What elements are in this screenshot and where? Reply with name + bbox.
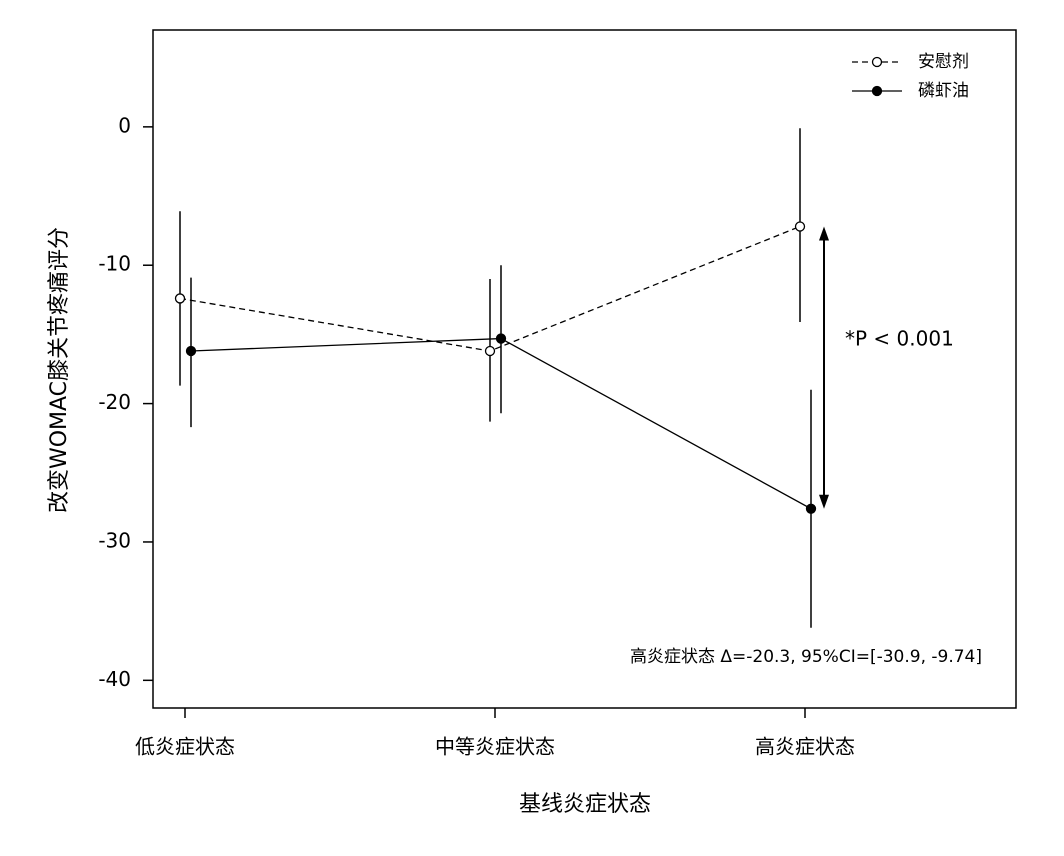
plot-frame [152, 29, 1017, 709]
data-point [185, 345, 197, 357]
x-axis-title: 基线炎症状态 [519, 792, 651, 817]
legend-marker [871, 56, 883, 68]
y-tick-label: -30 [98, 528, 131, 552]
delta-annotation: 高炎症状态 Δ=-20.3, 95%CI=[-30.9, -9.74] [630, 647, 982, 667]
data-point [794, 221, 806, 232]
data-point [495, 333, 507, 344]
legend-label: 安慰剂 [918, 52, 969, 72]
y-axis-title: 改变WOMAC膝关节疼痛评分 [47, 227, 72, 513]
x-tick-label: 低炎症状态 [135, 735, 235, 759]
arrow-head [819, 226, 829, 241]
y-tick-label: -40 [98, 667, 131, 691]
p-value-annotation: *P < 0.001 [845, 327, 954, 351]
y-tick-label: -20 [98, 390, 131, 414]
x-tick-label: 高炎症状态 [755, 735, 855, 759]
legend-marker [871, 85, 883, 97]
arrow-head [819, 494, 829, 509]
data-point [805, 503, 817, 514]
y-tick-label: 0 [118, 113, 131, 137]
y-tick-label: -10 [98, 252, 131, 276]
x-tick-label: 中等炎症状态 [435, 735, 555, 759]
legend-label: 磷虾油 [918, 81, 969, 101]
data-point [174, 293, 186, 304]
data-point [484, 345, 496, 357]
